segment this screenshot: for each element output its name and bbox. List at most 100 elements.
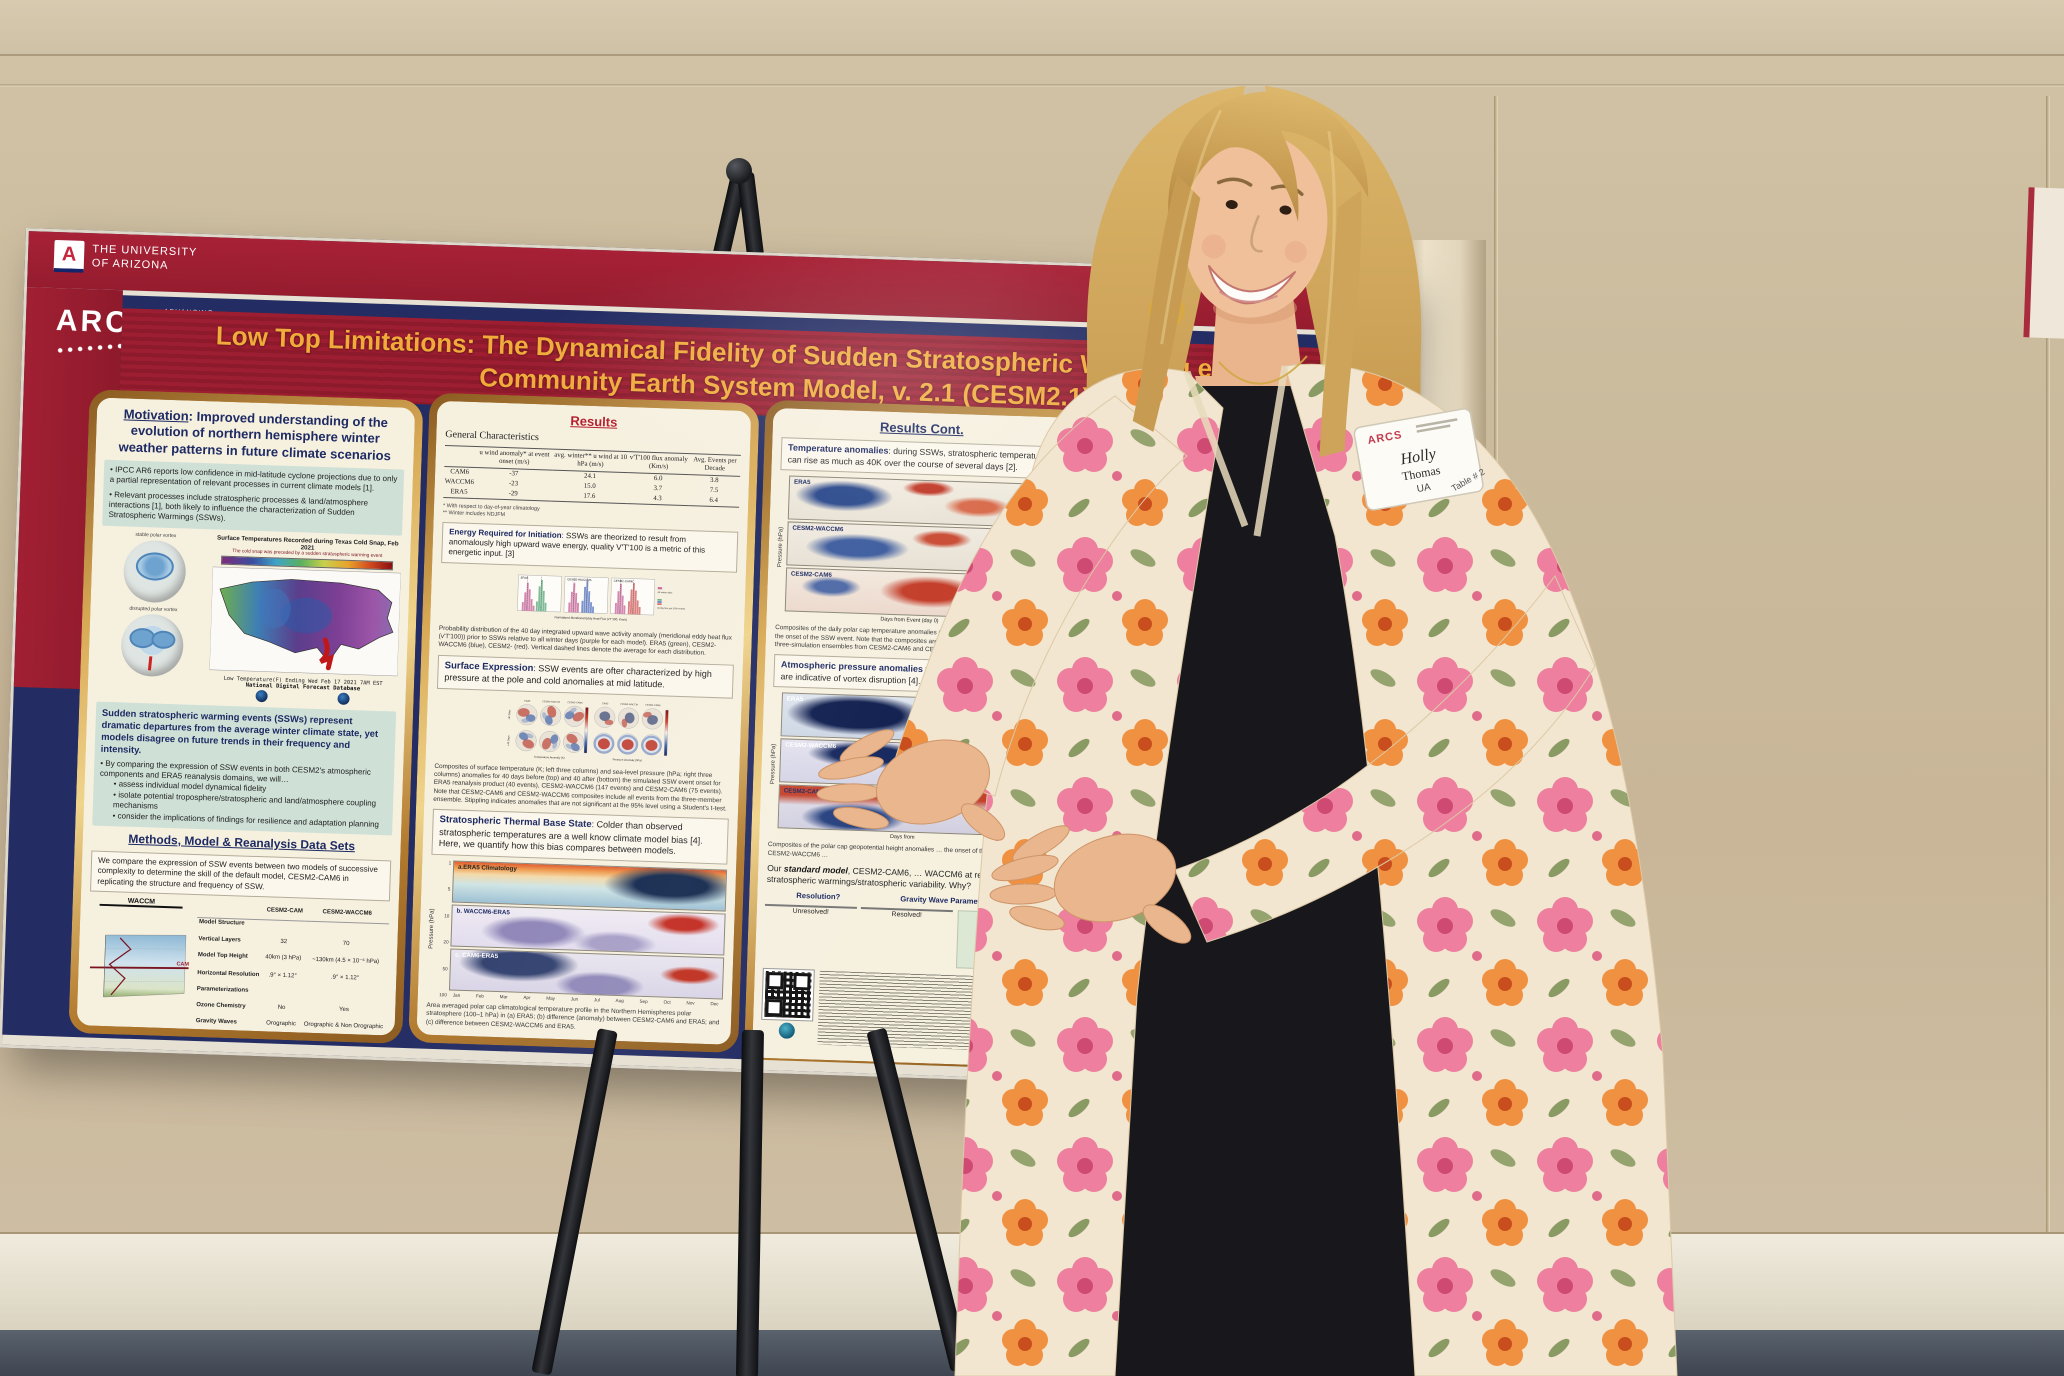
hair-side-left xyxy=(1132,174,1201,432)
column-motivation: Motivation: Improved understanding of th… xyxy=(68,389,424,1044)
disrupted-vortex-globe xyxy=(120,613,185,678)
svg-text:CESM2-WACCM: CESM2-WACCM xyxy=(620,703,638,707)
climatology-caption: Area averaged polar cap climatological t… xyxy=(425,1001,720,1031)
composite-column-labels: ERA5 CESM2-WACCM CESM2-CAM6 ERA5 CESM2-WACC… xyxy=(524,699,661,707)
vortex-diagrams: stable polar vortex disrupted polar vort… xyxy=(97,530,210,699)
jacket-lapels xyxy=(1183,365,1289,537)
composite-axis-caption: Temperature Anomaly (K) xyxy=(534,755,565,760)
temperature-profile-line xyxy=(108,937,132,996)
badge-card xyxy=(1353,408,1484,511)
general-characteristics-table: u wind anomaly* at event onset (m/s) avg… xyxy=(443,445,741,507)
panel-waccm6-minus-era5: b. WACCM6-ERA5 xyxy=(450,904,726,956)
texas-map-figure: Surface Temperatures Recorded during Tex… xyxy=(208,534,402,706)
panel-era5-climatology: a.ERA5 Climatology xyxy=(451,860,728,912)
easel-top xyxy=(668,158,818,324)
svg-text:ERA5: ERA5 xyxy=(524,699,531,702)
atmosphere-profile-chart: CAM xyxy=(89,934,189,998)
easel-knob xyxy=(726,158,752,184)
svg-text:40 day flux pre SSW events: 40 day flux pre SSW events xyxy=(657,607,686,611)
composite-polar-maps: ERA5 CESM2-WACCM CESM2-CAM6 ERA5 CESM2-WACC… xyxy=(507,699,669,762)
cold-anomaly-blob xyxy=(259,588,291,629)
us-temperature-map xyxy=(209,566,402,676)
svg-text:All winter days: All winter days xyxy=(658,591,674,595)
left-arm-sleeve xyxy=(1174,575,1596,943)
necklace xyxy=(1218,355,1308,385)
texas-arrow xyxy=(319,637,335,670)
bullet-text: Relevant processes include stratospheric… xyxy=(108,489,369,524)
vortex-label-stable: stable polar vortex xyxy=(135,531,177,539)
qr-code xyxy=(761,968,815,1022)
research-poster: A THE UNIVERSITY OF ARIZONA ARCS ADVANCI… xyxy=(0,228,1408,1094)
lower-lip xyxy=(1218,290,1278,303)
svg-text:CESM2-CAM6: CESM2-CAM6 xyxy=(614,579,634,584)
org-logo-icon xyxy=(778,1022,796,1040)
motivation-bullets-box: • IPCC AR6 reports low confidence in mid… xyxy=(102,459,405,536)
composite-axis-caption: Pressure Anomaly (hPa) xyxy=(613,757,642,762)
surface-expression-box: Surface Expression: SSW events are ofter… xyxy=(436,654,734,699)
climatology-figure: Pressure (hPa) 1 5 10 20 50 100 a.ERA5 Climat… xyxy=(427,860,728,1007)
wall-crown-molding xyxy=(0,0,2064,56)
stable-vortex-globe xyxy=(122,539,187,604)
motivation-figure: stable polar vortex disrupted polar vort… xyxy=(97,530,402,706)
wall-panel-seam xyxy=(2046,96,2050,1236)
cam-top-line xyxy=(89,966,189,970)
badge-tagline-line xyxy=(1415,418,1458,428)
cam-label: CAM xyxy=(176,961,189,967)
cheek-blush xyxy=(1201,234,1226,259)
right-eye xyxy=(1279,205,1292,215)
methods-figure: WACCM CAM CESM2-CAM CESM xyxy=(85,896,390,1040)
ua-block-a-icon: A xyxy=(53,239,85,273)
svg-text:CESM2-WACCM: CESM2-WACCM xyxy=(542,700,560,704)
motivation-heading: Motivation: Improved understanding of th… xyxy=(105,406,406,465)
qr-finder xyxy=(793,973,811,991)
nose xyxy=(1250,215,1263,253)
left-eye xyxy=(1225,200,1238,210)
waccm-diagram: WACCM CAM xyxy=(85,896,193,1033)
noaa-logo-icon xyxy=(337,692,350,705)
hair-highlight xyxy=(1160,109,1223,345)
university-name: THE UNIVERSITY OF ARIZONA xyxy=(92,243,198,274)
motivation-heading-word: Motivation xyxy=(123,406,189,424)
wall-groove-line xyxy=(0,84,2064,87)
svg-text:ERA5: ERA5 xyxy=(602,702,609,705)
university-logo: A THE UNIVERSITY OF ARIZONA xyxy=(53,239,198,277)
bullet-text: IPCC AR6 reports low confidence in mid-l… xyxy=(109,464,398,493)
climatology-panels: a.ERA5 Climatology b. WACCM6-ERA5 c. CAM… xyxy=(448,860,728,1007)
composite-row-label: -40 Days xyxy=(508,709,511,720)
composite-caption: Composites of surface temperature (K; le… xyxy=(433,762,727,813)
vortex-label-disrupted: disrupted polar vortex xyxy=(129,605,178,613)
thermal-base-state-box: Stratospheric Thermal Base State: Colder… xyxy=(431,809,729,865)
qr-block xyxy=(761,968,815,1040)
vortex-core xyxy=(135,551,175,581)
column-results: Results General Characteristics u wind a… xyxy=(408,392,760,1054)
composite-row-label: +40 Days xyxy=(507,734,510,745)
left-hand-palm-up xyxy=(989,825,1192,944)
svg-text:CESM2-CAM6: CESM2-CAM6 xyxy=(567,701,583,705)
hist-panel-cam6: CESM2-CAM6 xyxy=(610,577,656,616)
panel-cam6-minus-era5: c. CAM6-ERA5 xyxy=(448,948,725,1000)
hist-caption: Probability distribution of the 40 day i… xyxy=(438,624,732,658)
cheek-blush xyxy=(1284,240,1307,263)
qr-finder xyxy=(766,972,784,990)
noaa-logo-icon xyxy=(255,689,268,702)
hist-panel-waccm6: CESM2-WACCM6 xyxy=(563,576,609,614)
methods-intro-box: We compare the expression of SSW events … xyxy=(90,850,392,902)
right-hand-palm-up xyxy=(816,729,1006,841)
vortex-lobe xyxy=(151,630,176,649)
hair-side-right xyxy=(1319,190,1362,458)
hair-highlight xyxy=(1322,131,1336,368)
hist-xlabel: Normalized Meridional Eddy Heat Flux (v'… xyxy=(555,615,627,621)
head xyxy=(1132,91,1369,458)
name-badge: ARCS Holly Thomas UA Table # 2 xyxy=(1353,408,1486,511)
hair-front xyxy=(1168,91,1369,245)
qr-finder xyxy=(765,999,783,1017)
temp-colorbar xyxy=(584,707,589,753)
badge-tagline-line xyxy=(1416,424,1451,433)
ssw-statement-box: Sudden stratospheric warming events (SSW… xyxy=(92,701,397,836)
model-comparison-table: CESM2-CAM CESM2-WACCM6 Model Structure Ve… xyxy=(194,900,390,1039)
svg-text:CESM2-WACCM6: CESM2-WACCM6 xyxy=(567,577,592,582)
badge-surname: Thomas xyxy=(1401,463,1442,484)
hist-legend: All winter days 40 day flux pre SSW even… xyxy=(657,586,686,611)
svg-text:CESM2-CAM6: CESM2-CAM6 xyxy=(645,703,661,707)
